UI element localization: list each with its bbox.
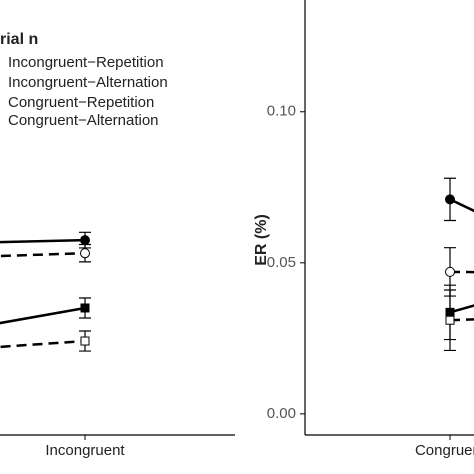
marker	[80, 303, 90, 313]
marker	[445, 194, 455, 205]
legend-title: rial n	[0, 31, 38, 48]
x-tick-label: Incongruent	[45, 442, 125, 459]
legend-entry: Incongruent−Alternation	[8, 74, 168, 91]
marker	[80, 235, 90, 246]
y-tick-label: 0.05	[267, 254, 296, 271]
x-tick-label: Congruent	[415, 442, 474, 459]
legend-entry: Congruent−Repetition	[8, 94, 154, 111]
legend-entry: Congruent−Alternation	[8, 112, 159, 129]
marker	[80, 248, 90, 259]
y-tick-label: 0.00	[267, 405, 296, 422]
series-line	[0, 339, 86, 349]
y-axis-title: ER (%)	[253, 214, 270, 266]
series-line	[0, 238, 86, 244]
legend-entry: Incongruent−Repetition	[8, 54, 164, 71]
series-line	[0, 251, 86, 258]
marker	[445, 266, 455, 277]
marker	[445, 315, 455, 325]
y-tick-label: 0.10	[267, 103, 296, 120]
series-line	[0, 306, 86, 325]
marker	[80, 336, 90, 346]
